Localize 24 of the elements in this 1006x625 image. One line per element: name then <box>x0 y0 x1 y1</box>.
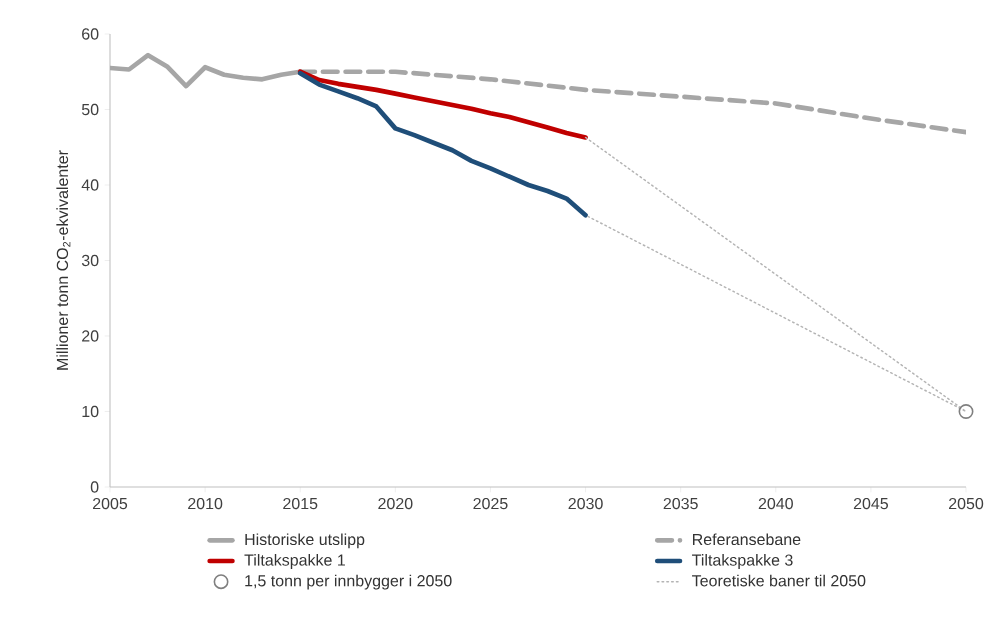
y-tick-label: 30 <box>81 254 99 267</box>
y-tick-label: 0 <box>90 481 99 493</box>
x-tick-label: 2015 <box>283 497 318 510</box>
x-tick-label: 2050 <box>949 497 984 510</box>
x-tick-label: 2010 <box>188 497 223 510</box>
x-tick-label: 2035 <box>663 497 698 510</box>
x-tick-label: 2020 <box>378 497 413 510</box>
x-tick-label: 2025 <box>473 497 508 510</box>
x-tick-label: 2005 <box>93 497 128 510</box>
y-tick-label: 40 <box>81 179 99 191</box>
y-tick-label: 10 <box>82 405 99 418</box>
legend-label: Tiltakspakke 3 <box>692 554 793 569</box>
x-tick-label: 2030 <box>568 497 603 510</box>
y-tick-label: 20 <box>82 330 99 342</box>
legend-label: Historiske utslipp <box>245 533 365 549</box>
legend-label: Teoretiske baner til 2050 <box>692 574 866 587</box>
legend-label: Tiltakspakke 1 <box>244 554 345 569</box>
y-tick-label: 50 <box>81 103 99 116</box>
x-tick-label: 2040 <box>758 497 793 510</box>
legend-label: 1,5 tonn per innbygger i 2050 <box>245 574 452 590</box>
x-tick-label: 2045 <box>853 497 889 510</box>
legend-label: Referansebane <box>693 533 801 546</box>
y-axis-title: Millioner tonn CO$_{2}$-ekvivalenter <box>56 150 71 370</box>
y-tick-label: 60 <box>82 28 99 40</box>
